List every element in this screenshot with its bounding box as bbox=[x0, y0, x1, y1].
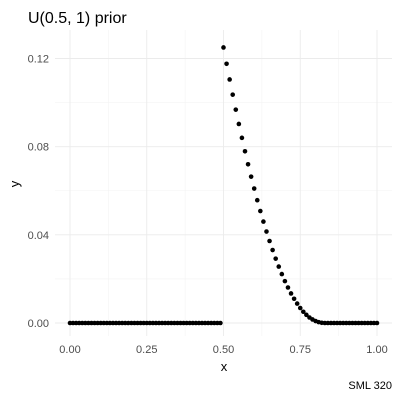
x-axis-ticks: 0.00 0.25 0.50 0.75 1.00 bbox=[59, 344, 387, 356]
data-point bbox=[218, 320, 223, 326]
data-point bbox=[230, 92, 236, 97]
grid bbox=[55, 30, 392, 336]
data-point bbox=[291, 296, 297, 302]
data-point bbox=[221, 45, 226, 50]
data-point bbox=[279, 271, 285, 277]
data-point bbox=[261, 219, 266, 224]
data-point bbox=[267, 238, 272, 244]
x-tick-label: 0.00 bbox=[59, 344, 80, 356]
data-point bbox=[236, 121, 242, 127]
data-point bbox=[264, 229, 269, 234]
data-point bbox=[227, 77, 232, 82]
y-axis-ticks: 0.00 0.04 0.08 0.12 bbox=[28, 54, 49, 331]
y-tick-label: 0.12 bbox=[28, 54, 49, 66]
x-axis-label: x bbox=[221, 359, 228, 374]
data-point bbox=[248, 174, 254, 179]
data-point bbox=[288, 291, 294, 296]
data-point bbox=[301, 309, 306, 315]
data-point bbox=[224, 61, 229, 67]
x-tick-label: 1.00 bbox=[366, 344, 387, 356]
data-point bbox=[242, 149, 248, 154]
data-point bbox=[282, 278, 288, 284]
y-axis-label: y bbox=[7, 180, 22, 187]
data-point bbox=[270, 247, 275, 253]
y-tick-label: 0.00 bbox=[28, 318, 49, 330]
data-point bbox=[254, 197, 260, 203]
x-tick-label: 0.75 bbox=[290, 344, 311, 356]
y-tick-label: 0.08 bbox=[28, 142, 49, 154]
data-point bbox=[233, 107, 239, 112]
data-point bbox=[374, 320, 380, 326]
data-point bbox=[245, 162, 251, 167]
data-point bbox=[294, 301, 300, 306]
data-point bbox=[304, 312, 309, 318]
data-point bbox=[251, 186, 257, 191]
x-tick-label: 0.25 bbox=[136, 344, 157, 356]
data-point bbox=[297, 305, 303, 311]
data-point bbox=[239, 135, 245, 141]
data-point bbox=[258, 208, 263, 214]
chart-title: U(0.5, 1) prior bbox=[28, 10, 127, 27]
data-point bbox=[273, 256, 278, 261]
data-points bbox=[67, 45, 380, 326]
data-point bbox=[276, 264, 282, 269]
data-point bbox=[285, 285, 291, 290]
caption: SML 320 bbox=[348, 380, 392, 392]
y-tick-label: 0.04 bbox=[28, 230, 49, 242]
x-tick-label: 0.50 bbox=[213, 344, 234, 356]
